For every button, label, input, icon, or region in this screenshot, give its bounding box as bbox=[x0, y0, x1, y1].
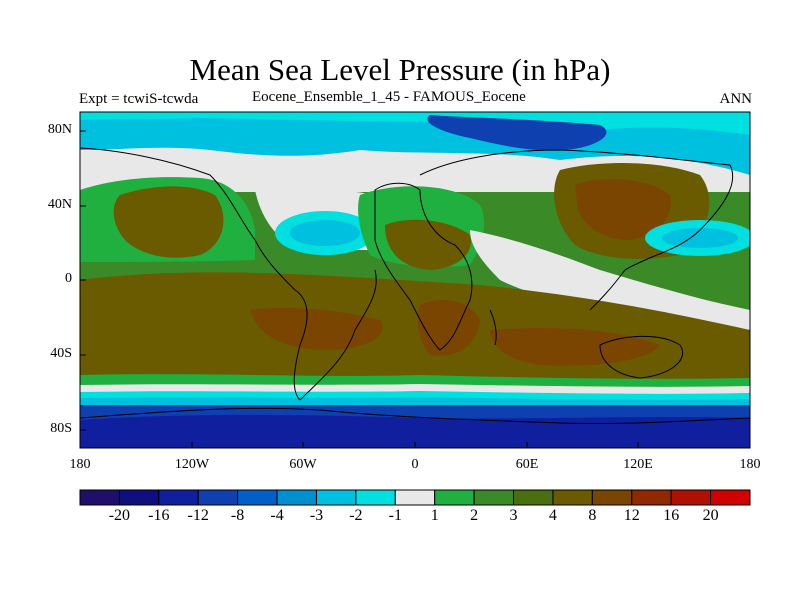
colorbar bbox=[79, 489, 751, 506]
colorbar-box bbox=[473, 489, 515, 506]
coastline-madagascar bbox=[489, 309, 497, 346]
colorbar-box bbox=[552, 489, 593, 506]
x-label-0: 0 bbox=[411, 457, 419, 472]
colorbar-box bbox=[158, 489, 199, 506]
colorbar-label: 2 bbox=[470, 507, 479, 524]
colorbar-box bbox=[513, 489, 554, 506]
field-rust-south-indian bbox=[490, 328, 660, 366]
coastline-antarctica bbox=[80, 407, 750, 424]
coastlines bbox=[80, 147, 750, 424]
colorbar-label: 16 bbox=[663, 507, 680, 524]
pressure-field bbox=[80, 112, 750, 448]
coastline-south-america bbox=[299, 269, 377, 401]
field-grey-indian bbox=[470, 230, 750, 330]
colorbar-label: 12 bbox=[623, 507, 640, 524]
x-label-180w: 180 bbox=[69, 457, 91, 472]
colorbar-label: 20 bbox=[702, 507, 719, 524]
colorbar-box bbox=[591, 489, 633, 506]
x-label-60w: 60W bbox=[289, 457, 317, 472]
x-label-120e: 120E bbox=[623, 457, 653, 472]
colorbar-box bbox=[710, 489, 751, 506]
colorbar-label: 8 bbox=[588, 507, 597, 524]
colorbar-box bbox=[670, 489, 712, 506]
colorbar-box bbox=[434, 489, 475, 506]
coastline-americas bbox=[80, 147, 308, 401]
y-label-0: 0 bbox=[65, 271, 72, 286]
colorbar-box bbox=[237, 489, 278, 506]
field-rust-east-asia bbox=[575, 179, 671, 240]
colorbar-label: -12 bbox=[187, 507, 209, 524]
colorbar-box bbox=[315, 489, 357, 506]
colorbar-box bbox=[197, 489, 239, 506]
colorbar-box bbox=[631, 489, 672, 506]
colorbar-label: -2 bbox=[349, 507, 363, 524]
experiment-label: Expt = tcwiS-tcwda bbox=[79, 91, 199, 107]
season-label: ANN bbox=[719, 91, 753, 107]
field-deep-cyan-north-pacific-east bbox=[662, 228, 738, 248]
coastline-eurasia bbox=[419, 149, 734, 311]
colorbar-box bbox=[355, 489, 396, 506]
colorbar-label: -1 bbox=[388, 507, 402, 524]
colorbar-box bbox=[394, 489, 436, 506]
x-label-120w: 120W bbox=[174, 457, 210, 472]
field-deep-cyan-atlantic bbox=[290, 220, 360, 246]
colorbar-label: -3 bbox=[309, 507, 324, 524]
colorbar-label: 4 bbox=[548, 507, 557, 524]
x-label-60e: 60E bbox=[515, 457, 539, 472]
colorbar-label: -16 bbox=[148, 507, 170, 524]
x-label-180e: 180 bbox=[739, 457, 761, 472]
colorbar-label: 1 bbox=[430, 507, 439, 524]
y-label-40s: 40S bbox=[50, 346, 72, 361]
colorbar-label: -8 bbox=[230, 507, 245, 524]
map-title: Mean Sea Level Pressure (in hPa) bbox=[189, 52, 611, 87]
field-blue-north bbox=[427, 115, 607, 151]
colorbar-box bbox=[118, 489, 160, 506]
colorbar-label: 3 bbox=[509, 507, 518, 524]
field-brown-north-africa bbox=[385, 219, 471, 270]
colorbar-label: -20 bbox=[108, 507, 131, 524]
field-brown-north-pacific bbox=[113, 186, 224, 258]
y-label-40n: 40N bbox=[47, 197, 72, 212]
y-label-80s: 80S bbox=[50, 421, 72, 436]
coastline-africa bbox=[374, 182, 473, 351]
colorbar-box bbox=[276, 489, 317, 506]
ensemble-label: Eocene_Ensemble_1_45 - FAMOUS_Eocene bbox=[252, 89, 526, 105]
field-rust-south-pacific bbox=[250, 308, 383, 350]
colorbar-box bbox=[79, 489, 120, 506]
axis-ticks bbox=[79, 130, 751, 448]
coastline-australia bbox=[599, 335, 683, 379]
colorbar-label: -4 bbox=[270, 507, 284, 524]
y-label-80n: 80N bbox=[47, 122, 72, 137]
